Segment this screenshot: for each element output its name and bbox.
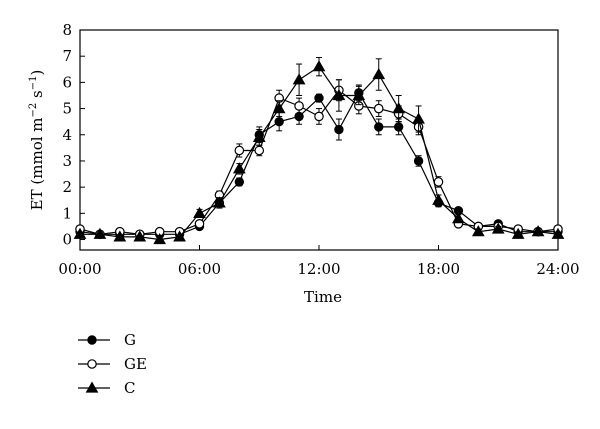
- legend-label-c: C: [124, 379, 135, 397]
- c-point: [173, 230, 186, 242]
- x-tick-label: 12:00: [297, 260, 340, 278]
- c-point: [551, 227, 565, 239]
- c-point: [252, 130, 266, 143]
- c-point: [272, 102, 286, 114]
- ge-point: [314, 111, 324, 122]
- y-axis-title-exp2: −1: [28, 76, 39, 91]
- x-tick-label: 06:00: [178, 260, 221, 278]
- x-tick-label: 24:00: [536, 260, 579, 278]
- legend-label-g: G: [124, 331, 136, 349]
- legend-marker-ge: [87, 359, 97, 369]
- ge-point: [234, 145, 245, 156]
- y-axis: 0 1 2 3 4 5 6 7 8: [62, 21, 85, 249]
- series-c-line: [80, 65, 559, 241]
- c-point: [491, 222, 505, 234]
- ge-point: [294, 101, 304, 111]
- c-point: [193, 206, 206, 218]
- legend-marker-c: [85, 381, 99, 393]
- g-point: [393, 122, 404, 132]
- y-tick-label: 4: [62, 126, 72, 144]
- c-point: [232, 162, 246, 174]
- legend-label-ge: GE: [124, 355, 147, 373]
- g-point: [234, 177, 245, 187]
- y-axis-title-mid: s: [28, 90, 46, 102]
- y-tick-label: 3: [62, 152, 72, 170]
- y-tick-label: 2: [62, 178, 72, 196]
- series-layer: [73, 57, 565, 245]
- c-point: [73, 227, 87, 239]
- ge-point: [254, 145, 265, 156]
- y-axis-title: ET (mmol m−2 s−1): [28, 70, 46, 211]
- g-point: [314, 93, 324, 103]
- y-tick-label: 7: [62, 47, 72, 65]
- y-tick-label: 0: [62, 231, 72, 249]
- c-point: [332, 88, 346, 101]
- c-point: [471, 225, 485, 237]
- c-point: [452, 212, 465, 224]
- y-axis-title-end: ): [28, 70, 46, 76]
- legend-item-c: C: [78, 379, 135, 397]
- legend-item-ge: GE: [78, 355, 147, 373]
- g-point: [374, 122, 384, 132]
- c-point: [531, 225, 545, 237]
- x-tick-label: 00:00: [58, 260, 101, 278]
- ge-point: [373, 103, 384, 114]
- g-point: [334, 124, 344, 135]
- series-c: [73, 57, 565, 245]
- x-axis-title: Time: [304, 288, 342, 306]
- c-point: [93, 227, 107, 239]
- c-point: [412, 112, 425, 124]
- series-ge: [75, 79, 563, 240]
- c-point: [213, 196, 226, 208]
- g-point: [413, 156, 424, 166]
- x-axis: 00:00 06:00 12:00 18:00 24:00: [58, 245, 580, 278]
- x-tick-label: 18:00: [417, 260, 460, 278]
- legend-marker-g: [87, 335, 97, 345]
- y-axis-title-main: ET (mmol m: [28, 117, 46, 210]
- ge-point: [194, 219, 205, 229]
- y-axis-title-exp1: −2: [28, 103, 39, 118]
- legend: G GE C: [78, 331, 147, 397]
- y-tick-label: 1: [62, 204, 72, 222]
- c-point: [432, 193, 445, 205]
- series-g: [75, 84, 563, 239]
- y-tick-label: 6: [62, 73, 72, 91]
- y-tick-label: 5: [62, 100, 72, 118]
- c-point: [292, 73, 306, 85]
- c-point: [133, 230, 147, 242]
- c-point: [153, 233, 167, 245]
- y-tick-label: 8: [62, 21, 72, 39]
- legend-item-g: G: [78, 331, 136, 349]
- c-point: [511, 227, 525, 239]
- c-point: [372, 68, 386, 80]
- ge-point: [433, 177, 444, 187]
- c-point: [113, 230, 127, 242]
- c-point: [392, 102, 406, 114]
- c-point: [312, 60, 326, 72]
- g-point: [274, 116, 284, 127]
- c-point: [352, 88, 366, 101]
